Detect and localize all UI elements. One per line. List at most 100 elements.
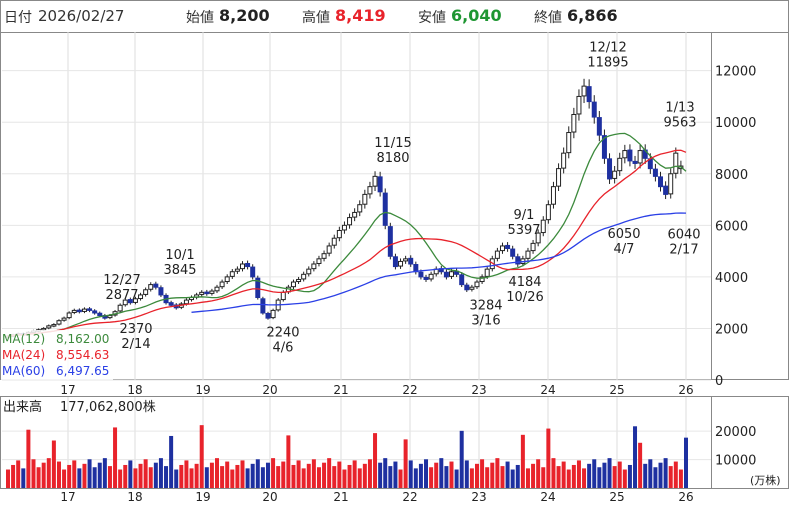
candle-body xyxy=(612,170,618,179)
annotation-bottom: 9563 xyxy=(663,115,696,130)
annotation-top: 1/13 xyxy=(665,100,694,115)
volume-bar xyxy=(622,469,627,488)
candle-body xyxy=(556,168,562,187)
annotation-top: 12/27 xyxy=(103,273,140,288)
candle-body xyxy=(576,95,582,115)
price-x-tick-label: 24 xyxy=(540,383,555,397)
volume-bar xyxy=(520,434,525,488)
close-label: 終値 xyxy=(534,10,562,26)
volume-bar xyxy=(673,461,678,488)
volume-bar xyxy=(36,467,41,488)
annotation-bottom: 4/7 xyxy=(614,242,635,257)
candle-body xyxy=(607,158,613,180)
annotation-top: 12/12 xyxy=(589,40,626,55)
annotation-bottom: 3845 xyxy=(163,263,196,278)
volume-bar xyxy=(301,468,306,488)
candle-body xyxy=(97,312,103,317)
volume-bar xyxy=(250,463,255,488)
candle-body xyxy=(530,242,536,252)
volume-bar xyxy=(92,467,97,488)
ma-24-line xyxy=(7,149,687,337)
volume-bar xyxy=(107,466,112,488)
candle-body xyxy=(382,192,388,226)
annotation-top: 4184 xyxy=(508,275,541,290)
annotation-bottom: 4/6 xyxy=(273,340,294,355)
candle-body xyxy=(127,299,133,304)
candle-body xyxy=(362,193,368,205)
volume-bar xyxy=(138,463,143,488)
date-value: 2026/02/27 xyxy=(38,7,125,25)
annotation-top: 3284 xyxy=(469,298,502,313)
volume-bar xyxy=(21,468,26,488)
volume-bar xyxy=(464,460,469,488)
volume-x-tick-label: 23 xyxy=(471,490,486,504)
volume-bar xyxy=(337,461,342,488)
candle-body xyxy=(61,317,67,321)
candle-body xyxy=(367,186,373,195)
volume-bar xyxy=(495,458,500,488)
volume-bar xyxy=(123,464,128,488)
ma-legend-value: 8,554.63 xyxy=(56,348,109,362)
candle-body xyxy=(239,263,245,270)
candle-body xyxy=(627,149,633,162)
volume-bar xyxy=(276,466,281,488)
volume-bar xyxy=(597,467,602,488)
candle-body xyxy=(591,101,597,118)
volume-x-tick-label: 24 xyxy=(540,490,555,504)
candle-body xyxy=(566,132,572,154)
volume-bar xyxy=(678,469,683,488)
volume-bar xyxy=(602,462,607,488)
volume-bar xyxy=(148,467,153,488)
candle-body xyxy=(250,266,256,278)
volume-bar xyxy=(51,440,56,488)
volume-bar xyxy=(199,425,204,488)
annotation-top: 2370 xyxy=(119,322,152,337)
volume-bar xyxy=(541,467,546,488)
volume-panel-frame xyxy=(0,396,789,489)
volume-bar xyxy=(592,459,597,488)
volume-bar xyxy=(184,460,189,488)
volume-bar xyxy=(62,469,67,488)
volume-bar xyxy=(56,461,61,488)
volume-x-tick-label: 26 xyxy=(678,490,693,504)
volume-bar xyxy=(500,466,505,488)
volume-bar xyxy=(424,459,429,488)
candle-body xyxy=(449,271,455,277)
volume-bar xyxy=(633,426,638,488)
volume-bar xyxy=(133,468,138,488)
volume-bar xyxy=(316,467,321,488)
volume-bar xyxy=(668,466,673,488)
candle-body xyxy=(408,257,414,265)
candle-body xyxy=(637,150,643,164)
volume-bar xyxy=(551,458,556,488)
ma-legend-value: 6,497.65 xyxy=(56,364,109,378)
candle-body xyxy=(586,86,592,103)
price-y-tick-label: 10000 xyxy=(715,116,756,131)
candle-body xyxy=(219,281,225,288)
annotation-top: 11/15 xyxy=(374,136,411,151)
annotation-top: 9/1 xyxy=(514,208,535,223)
volume-bar xyxy=(342,469,347,488)
volume-bar xyxy=(439,458,444,488)
annotation-bottom: 11895 xyxy=(587,55,628,70)
volume-x-tick-label: 25 xyxy=(609,490,624,504)
volume-bar xyxy=(612,466,617,488)
volume-bar xyxy=(556,466,561,488)
candle-body xyxy=(398,260,404,267)
price-x-tick-label: 22 xyxy=(402,383,417,397)
volume-bar xyxy=(271,458,276,488)
candle-body xyxy=(132,298,138,303)
volume-bar xyxy=(525,468,530,488)
candle-body xyxy=(535,232,541,244)
volume-bar xyxy=(638,442,643,488)
volume-bar xyxy=(444,466,449,488)
volume-bar xyxy=(658,462,663,488)
volume-bar xyxy=(179,464,184,488)
candle-body xyxy=(464,284,470,291)
volume-bar xyxy=(490,462,495,488)
candle-body xyxy=(459,274,465,286)
volume-bar xyxy=(643,463,648,488)
candle-body xyxy=(245,262,251,268)
volume-bar xyxy=(617,461,622,488)
